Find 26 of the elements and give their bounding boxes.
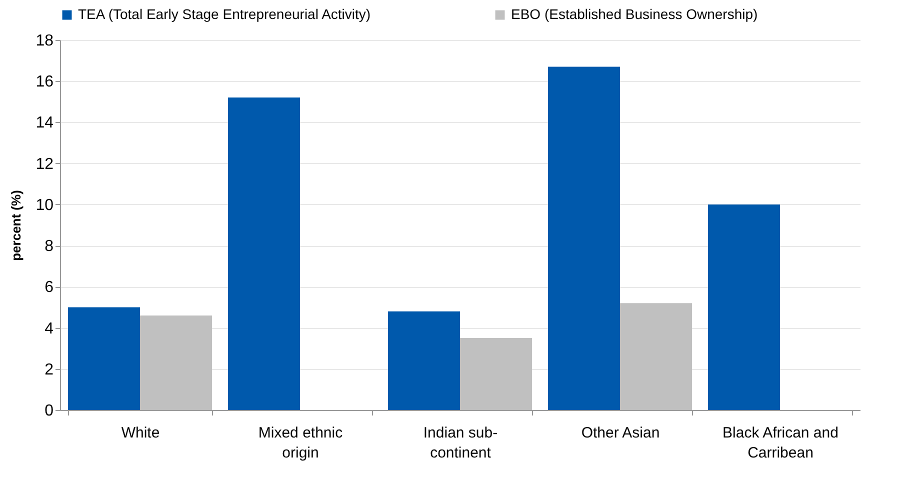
bar <box>228 98 300 410</box>
y-tick-label: 16 <box>36 74 54 91</box>
bar <box>620 303 692 410</box>
y-tick-label: 0 <box>44 402 54 420</box>
bar <box>708 204 780 410</box>
bar <box>388 311 460 410</box>
bar <box>460 338 532 410</box>
y-tick-label: 6 <box>44 279 54 296</box>
x-tick-label: Black African and Carribean <box>722 424 838 462</box>
y-tick-label: 10 <box>36 196 54 214</box>
bar <box>68 307 140 410</box>
bar <box>140 315 212 410</box>
y-tick-label: 2 <box>44 361 54 378</box>
legend-label: EBO (Established Business Ownership) <box>511 6 758 22</box>
y-tick-label: 4 <box>44 320 54 338</box>
y-tick-label: 12 <box>36 156 54 173</box>
y-axis-title: percent (%) <box>8 190 24 261</box>
bar <box>548 66 620 410</box>
y-tick-label: 18 <box>36 32 54 50</box>
legend-label: TEA (Total Early Stage Entrepreneurial Activity) <box>78 6 371 22</box>
x-tick-label: White <box>121 424 160 442</box>
x-tick-label: Other Asian <box>581 424 660 442</box>
x-tick-label: Indian sub-continent <box>423 424 498 462</box>
y-tick-label: 14 <box>36 114 54 132</box>
y-tick-label: 8 <box>44 238 54 256</box>
x-tick-label: Mixed ethnic origin <box>258 424 344 462</box>
